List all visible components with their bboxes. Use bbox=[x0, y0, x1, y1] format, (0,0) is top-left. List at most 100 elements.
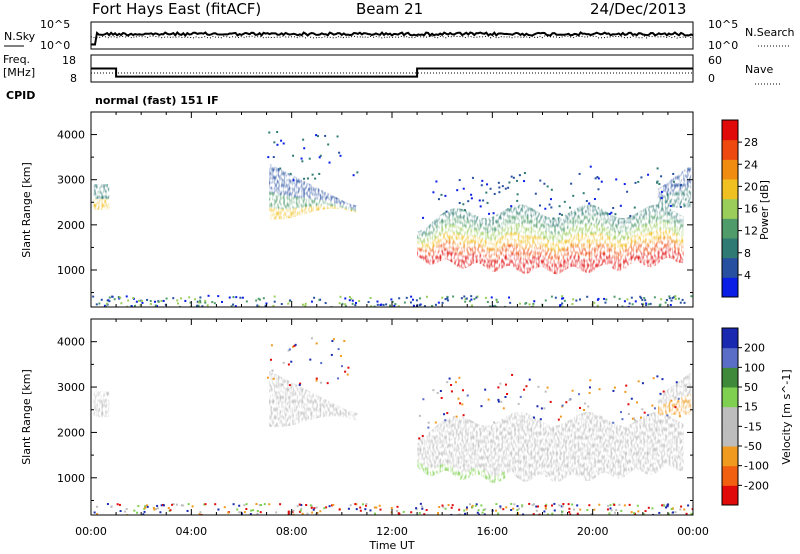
echo-cell bbox=[505, 249, 508, 254]
echo-cell bbox=[543, 219, 545, 224]
echo-cell bbox=[519, 228, 521, 234]
echo-cell bbox=[505, 229, 508, 234]
echo-cell bbox=[555, 221, 558, 227]
echo-cell bbox=[569, 250, 571, 256]
echo-cell bbox=[509, 207, 511, 213]
echo-cell bbox=[453, 243, 455, 249]
echo-cell bbox=[492, 255, 494, 260]
echo-cell bbox=[527, 239, 529, 245]
echo-cell bbox=[552, 241, 554, 247]
echo-cell bbox=[555, 265, 557, 271]
echo-cell bbox=[538, 247, 540, 252]
echo-cell bbox=[563, 250, 565, 256]
echo-cell bbox=[423, 235, 426, 239]
echo-cell bbox=[562, 239, 565, 244]
echo-cell bbox=[554, 218, 556, 223]
echo-cell bbox=[530, 261, 533, 267]
echo-cell bbox=[426, 254, 428, 259]
echo-cell bbox=[513, 231, 515, 237]
echo-cell bbox=[430, 234, 432, 239]
echo-cell bbox=[573, 225, 575, 231]
echo-cell bbox=[516, 241, 519, 247]
echo-cell bbox=[478, 239, 481, 244]
echo-cell bbox=[466, 226, 468, 232]
echo-cell bbox=[448, 255, 450, 261]
echo-cell bbox=[567, 213, 570, 218]
echo-cell bbox=[547, 258, 549, 263]
echo-cell bbox=[515, 223, 518, 229]
echo-cell bbox=[476, 235, 478, 240]
echo-cell bbox=[499, 229, 501, 234]
echo-cell bbox=[555, 261, 558, 267]
echo-cell bbox=[504, 241, 507, 247]
echo-cell bbox=[496, 234, 498, 240]
echo-cell bbox=[529, 257, 531, 264]
echo-cell bbox=[546, 239, 549, 244]
echo-cell bbox=[427, 241, 429, 246]
echo-cell bbox=[525, 234, 528, 240]
echo-cell bbox=[443, 255, 445, 260]
echo-cell bbox=[448, 227, 451, 232]
echo-cell bbox=[540, 243, 543, 249]
echo-cell bbox=[504, 254, 506, 259]
echo-cell bbox=[568, 212, 570, 218]
echo-cell bbox=[555, 269, 557, 275]
echo-cell bbox=[484, 231, 487, 237]
echo-cell bbox=[463, 234, 466, 240]
echo-cell bbox=[460, 238, 462, 244]
echo-cell bbox=[489, 224, 492, 230]
echo-cell bbox=[533, 256, 535, 262]
echo-cell bbox=[475, 215, 478, 220]
echo-cell bbox=[495, 231, 498, 236]
echo-cell bbox=[509, 252, 512, 258]
echo-cell bbox=[448, 256, 451, 261]
echo-cell bbox=[488, 225, 490, 230]
echo-cell bbox=[529, 239, 531, 245]
echo-cell bbox=[422, 255, 425, 259]
echo-cell bbox=[504, 226, 506, 231]
echo-cell bbox=[555, 217, 558, 223]
echo-cell bbox=[448, 241, 450, 246]
echo-cell bbox=[478, 243, 481, 248]
echo-cell bbox=[418, 249, 421, 252]
echo-cell bbox=[541, 225, 544, 230]
echo-cell bbox=[537, 227, 539, 233]
echo-cell bbox=[443, 229, 445, 234]
echo-cell bbox=[553, 249, 555, 255]
echo-cell bbox=[463, 213, 465, 219]
echo-cell bbox=[442, 249, 444, 254]
echo-cell bbox=[473, 245, 476, 250]
echo-cell bbox=[550, 259, 552, 265]
echo-cell bbox=[423, 258, 426, 262]
echo-cell bbox=[457, 216, 459, 222]
echo-cell bbox=[482, 241, 484, 246]
echo-cell bbox=[527, 248, 529, 255]
echo-cell bbox=[551, 237, 554, 242]
echo-cell bbox=[421, 238, 423, 241]
echo-cell bbox=[461, 246, 463, 252]
echo-cell bbox=[572, 258, 575, 263]
echo-cell bbox=[561, 251, 564, 257]
echo-cell bbox=[518, 246, 520, 253]
echo-cell bbox=[547, 243, 549, 248]
echo-cell bbox=[559, 221, 561, 226]
echo-cell bbox=[427, 233, 429, 238]
echo-cell bbox=[480, 253, 483, 258]
echo-cell bbox=[563, 258, 565, 263]
echo-cell bbox=[566, 236, 569, 242]
echo-cell bbox=[473, 256, 475, 261]
echo-cell bbox=[529, 234, 532, 241]
echo-cell bbox=[425, 239, 427, 243]
echo-cell bbox=[503, 242, 505, 248]
echo-cell bbox=[452, 243, 454, 248]
echo-cell bbox=[549, 232, 551, 238]
echo-cell bbox=[534, 226, 536, 232]
echo-cell bbox=[442, 229, 444, 234]
echo-cell bbox=[455, 216, 457, 222]
echo-cell bbox=[568, 224, 570, 229]
echo-cell bbox=[534, 247, 537, 253]
echo-cell bbox=[565, 230, 567, 235]
echo-cell bbox=[569, 212, 571, 217]
echo-cell bbox=[527, 267, 529, 274]
echo-cell bbox=[548, 228, 550, 234]
